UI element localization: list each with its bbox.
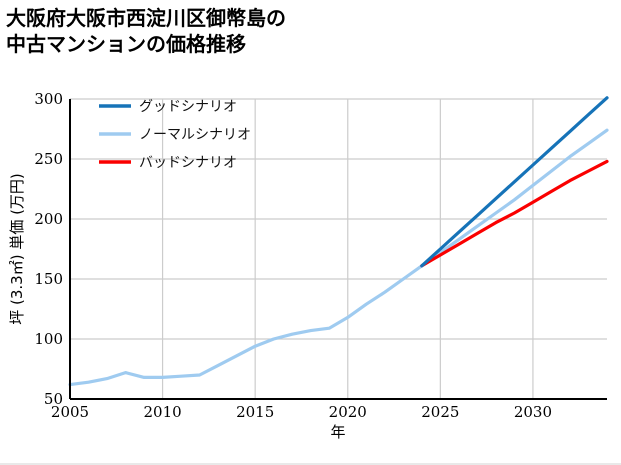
x-axis-title: 年 <box>330 423 345 441</box>
x-tick-label: 2010 <box>143 403 181 421</box>
y-tick-label: 100 <box>34 330 63 348</box>
x-tick-labels: 2005 2010 2015 2020 2025 2030 <box>51 403 552 421</box>
y-tick-label: 50 <box>44 390 63 408</box>
y-tick-label: 300 <box>34 90 63 108</box>
x-tick-label: 2025 <box>421 403 459 421</box>
gridlines <box>70 98 607 399</box>
series-line <box>420 96 609 268</box>
x-tick-label: 2030 <box>514 403 552 421</box>
x-tick-label: 2005 <box>51 403 89 421</box>
series-line <box>68 128 609 387</box>
y-tick-labels: 50 100 150 200 250 300 <box>34 90 63 408</box>
legend-label: バッドシナリオ <box>139 155 237 171</box>
x-tick-label: 2020 <box>329 403 367 421</box>
y-tick-label: 150 <box>34 270 63 288</box>
chart-title: 大阪府大阪市西淀川区御幣島の 中古マンションの価格推移 <box>6 6 286 56</box>
legend-label: ノーマルシナリオ <box>139 127 251 143</box>
y-axis-title: 坪 (3.3㎡) 単価 (万円) <box>8 173 26 325</box>
legend-label: グッドシナリオ <box>139 99 237 115</box>
y-tick-label: 200 <box>34 210 63 228</box>
series-line <box>420 159 609 268</box>
y-tick-label: 250 <box>34 150 63 168</box>
series-lines <box>68 96 609 387</box>
x-tick-label: 2015 <box>236 403 274 421</box>
